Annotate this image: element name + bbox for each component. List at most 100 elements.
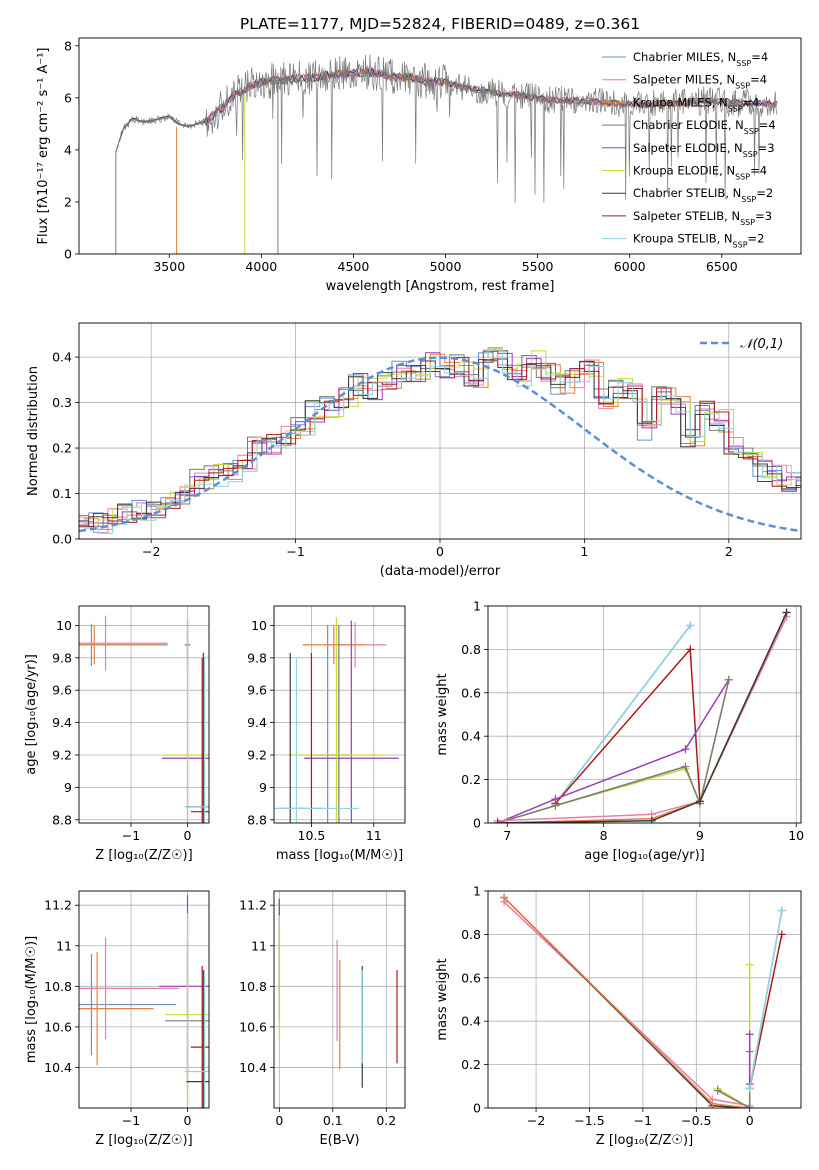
age_vs_Z-panel: −1 0 8.8 9 9.2 9.4 9.6 9.8 10 Z [log₁₀(Z/Z☉)] age … <box>24 605 210 863</box>
weight-line-kroupa_stelib <box>554 625 691 804</box>
y-axis-label: Flux [fλ10⁻¹⁷ erg cm⁻² s⁻¹ A⁻¹] <box>36 48 51 245</box>
mass_vs_ebv-errorbars <box>278 899 398 1088</box>
weight-marker-salpeter_stelib <box>777 930 786 939</box>
y-tick-label: 9.6 <box>247 683 267 698</box>
y-tick-label: 9.2 <box>52 747 72 762</box>
y-tick-label: 10 <box>251 618 267 633</box>
weight-marker-kroupa_stelib <box>777 906 786 915</box>
x-tick-label: −1 <box>634 1113 652 1128</box>
weight-marker-salpeter_stelib <box>686 645 695 654</box>
legend-value: =4 <box>751 50 768 64</box>
y-tick-label: 0 <box>64 247 72 262</box>
x-axis-label: age [log₁₀(age/yr)] <box>584 848 705 863</box>
y-tick-label: 10.8 <box>44 979 72 994</box>
x-tick-label: −1.5 <box>574 1113 604 1128</box>
weight-marker-chabrier_stelib <box>695 797 704 806</box>
mass_vs_Z-errorbars <box>79 895 209 1108</box>
x-tick-label: 4500 <box>338 259 370 274</box>
y-tick-label: 9 <box>259 780 267 795</box>
x-axis-label: Z [log₁₀(Z/Z☉)] <box>95 1133 192 1148</box>
x-tick-label: 10 <box>788 828 804 843</box>
y-tick-label: 8 <box>64 38 72 53</box>
legend-entry-salpeter_stelib: Salpeter STELIB, NSSP=3 <box>633 209 772 227</box>
normal-curve <box>79 356 801 533</box>
legend-entry-salpeter_elodie: Salpeter ELODIE, NSSP=3 <box>633 141 775 159</box>
legend-subscript: SSP <box>733 240 748 249</box>
residual-histograms <box>79 347 801 534</box>
weight-line-salpeter_elodie <box>497 679 730 823</box>
weight-marker-kroupa_stelib <box>686 621 695 630</box>
y-tick-label: 0.4 <box>461 729 481 744</box>
legend-value: =3 <box>755 209 772 223</box>
weight-marker-chabrier_elodie <box>745 1104 754 1108</box>
x-tick-label: 10.5 <box>298 828 326 843</box>
legend-subscript: SSP <box>735 81 750 90</box>
x-axis-label: Z [log₁₀(Z/Z☉)] <box>596 1133 693 1148</box>
y-tick-label: 9.8 <box>52 650 72 665</box>
legend-subscript: SSP <box>728 104 743 113</box>
x-tick-label: 0 <box>746 1113 754 1128</box>
legend-subscript: SSP <box>736 59 751 68</box>
x-tick-label: 0 <box>184 828 192 843</box>
legend-subscript: SSP <box>740 217 755 226</box>
weight-marker-kroupa_elodie <box>745 960 754 969</box>
x-tick-label: 6000 <box>614 259 646 274</box>
weight-line-salpeter_miles <box>497 616 788 822</box>
y-tick-label: 8.8 <box>247 812 267 827</box>
y-axis-label: mass weight <box>435 673 450 755</box>
legend-subscript: SSP <box>735 172 750 181</box>
axes-frame <box>487 890 802 1109</box>
y-tick-label: 0.8 <box>461 642 481 657</box>
weight_vs_Z-panel: −2 −1.5 −1 −0.5 0 0 0.2 0.4 0.6 0.8 1 Z [log₁₀(Z/Z☉… <box>435 884 802 1148</box>
y-tick-label: 10 <box>56 618 72 633</box>
x-tick-label: 0 <box>436 544 444 559</box>
y-tick-label: 6 <box>64 90 72 105</box>
weight-marker-chabrier_stelib <box>647 816 656 823</box>
weight-marker-chabrier_elodie <box>551 801 560 810</box>
y-tick-label: 11.2 <box>239 898 267 913</box>
legend-value: =2 <box>756 186 773 200</box>
y-tick-label: 2 <box>64 194 72 209</box>
axes-frame <box>78 605 210 824</box>
y-tick-label: 1 <box>473 599 481 614</box>
x-tick-label: 0.2 <box>376 1113 396 1128</box>
y-tick-label: 10.4 <box>239 1060 267 1075</box>
legend-subscript: SSP <box>744 127 759 136</box>
y-tick-label: 10.8 <box>239 979 267 994</box>
y-tick-label: 0.6 <box>461 685 481 700</box>
figure-title: PLATE=1177, MJD=52824, FIBERID=0489, z=0… <box>240 15 640 33</box>
x-tick-label: 3500 <box>153 259 185 274</box>
legend-entry-chabrier_miles: Chabrier MILES, NSSP=4 <box>633 50 768 68</box>
weight-marker-chabrier_elodie <box>681 762 690 771</box>
x-tick-label: 0 <box>275 1113 283 1128</box>
mass_vs_Z-panel: −1 0 10.4 10.6 10.8 11 11.2 Z [log₁₀(Z/Z☉)] mass… <box>24 890 210 1148</box>
x-axis-label: (data-model)/error <box>380 564 501 579</box>
y-tick-label: 0.3 <box>52 395 72 410</box>
y-tick-label: 9.4 <box>247 715 267 730</box>
residuals-panel: −2 −1 0 1 2 0.0 0.1 0.2 0.3 0.4 (data-model)/error… <box>26 322 802 579</box>
weight-line-kroupa_elodie <box>717 964 751 1108</box>
age_vs_mass-errorbars <box>274 617 399 823</box>
axes-frame <box>487 605 802 824</box>
x-tick-label: 4000 <box>245 259 277 274</box>
legend-value: =4 <box>759 118 776 132</box>
x-tick-label: −1 <box>122 1113 140 1128</box>
axes-frame <box>273 605 406 824</box>
x-tick-label: 5500 <box>522 259 554 274</box>
legend-value: =4 <box>750 73 767 87</box>
y-tick-label: 0.0 <box>52 532 72 547</box>
legend-value: =4 <box>743 95 760 109</box>
legend-value: =2 <box>748 232 765 246</box>
x-tick-label: 0 <box>184 1113 192 1128</box>
x-tick-label: 6500 <box>706 259 738 274</box>
y-tick-label: 0.8 <box>461 927 481 942</box>
y-tick-label: 9.6 <box>52 683 72 698</box>
y-tick-label: 8.8 <box>52 812 72 827</box>
y-tick-label: 10.4 <box>44 1060 72 1075</box>
age_vs_Z-errorbars <box>79 615 209 823</box>
axes-frame <box>78 37 802 255</box>
histogram-kroupa_miles <box>83 347 801 530</box>
spectrum-lines <box>115 54 778 254</box>
